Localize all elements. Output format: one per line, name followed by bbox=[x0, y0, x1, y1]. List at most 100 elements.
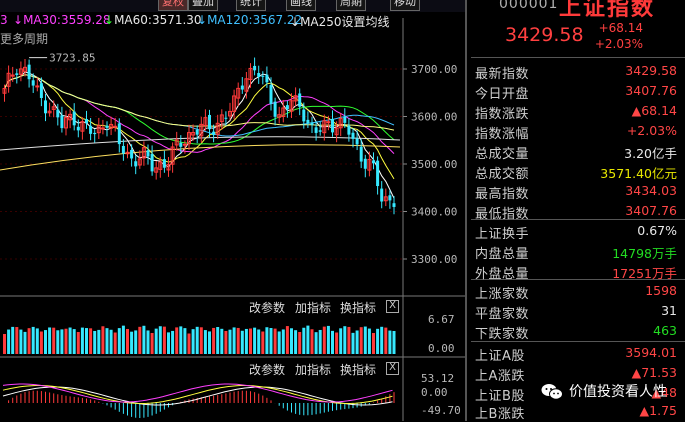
candle-body bbox=[244, 78, 249, 92]
quote-row: 指数涨幅 +2.03% bbox=[475, 121, 677, 142]
candle-body bbox=[100, 127, 105, 130]
quote-row-label: 今日开盘 bbox=[475, 87, 530, 102]
volume-bar bbox=[23, 331, 27, 354]
volume-bar bbox=[277, 331, 281, 354]
volume-bar bbox=[171, 330, 175, 354]
candle-body bbox=[64, 117, 68, 129]
quote-row-label: 最新指数 bbox=[475, 67, 530, 82]
period-selector[interactable]: 更多周期 bbox=[0, 32, 49, 46]
volume-bar bbox=[290, 328, 293, 354]
moving-average-line bbox=[0, 144, 401, 171]
macd-close-icon[interactable]: X bbox=[386, 362, 399, 375]
candle-body bbox=[343, 116, 347, 123]
candle-body bbox=[158, 161, 163, 170]
vol-switch-indicator-button[interactable]: 换指标 bbox=[340, 301, 377, 315]
y-tick-label: 6.67 bbox=[428, 313, 455, 326]
volume-bar bbox=[273, 328, 277, 354]
vol-add-indicator-button[interactable]: 加指标 bbox=[295, 301, 332, 315]
candle-body bbox=[191, 132, 196, 136]
toolbar-button-period[interactable]: 周期 bbox=[336, 0, 366, 11]
ma-settings-link[interactable]: 设置均线 bbox=[341, 15, 390, 29]
volume-bar bbox=[265, 327, 269, 354]
moving-average-line bbox=[4, 71, 395, 199]
quote-row-value: 3594.01 bbox=[625, 345, 677, 360]
divider bbox=[471, 341, 685, 342]
macd-switch-indicator-button[interactable]: 换指标 bbox=[340, 363, 377, 377]
quote-row-value: 3.20亿手 bbox=[624, 146, 677, 161]
toolbar-button-rights[interactable]: 复权 bbox=[158, 0, 188, 11]
candle-body bbox=[289, 100, 294, 112]
candle-body bbox=[376, 160, 380, 187]
candle-body bbox=[72, 111, 76, 126]
price-change-pct: +2.03% bbox=[594, 37, 643, 51]
toolbar-button-draw[interactable]: 画线 bbox=[286, 0, 316, 11]
watermark: 价值投资看人性 bbox=[541, 381, 667, 405]
macd-line bbox=[2, 386, 393, 406]
candle-body bbox=[285, 105, 289, 110]
legend-ma60-text: MA60:3571.30 bbox=[114, 13, 202, 27]
candle-body bbox=[134, 161, 138, 167]
quote-row-value: +2.03% bbox=[626, 123, 677, 138]
quote-row: 外盘总量 17251万手 bbox=[475, 261, 677, 282]
quote-row-label: 上证换手 bbox=[475, 227, 530, 242]
macd-add-indicator-button[interactable]: 加指标 bbox=[295, 363, 332, 377]
quote-row: 总成交量 3.20亿手 bbox=[475, 141, 677, 162]
chart-toolbar: 复权 叠加 统计 画线 周期 移动 bbox=[0, 0, 465, 12]
volume-bar bbox=[224, 330, 228, 354]
volume-bar bbox=[355, 330, 359, 354]
current-price: 3429.58 bbox=[505, 24, 584, 46]
volume-bar bbox=[113, 332, 117, 354]
volume-bar bbox=[126, 328, 129, 354]
volume-bar bbox=[331, 330, 334, 354]
vol-close-icon[interactable]: X bbox=[386, 300, 399, 313]
candle-body bbox=[351, 132, 355, 139]
toolbar-button-stats[interactable]: 统计 bbox=[236, 0, 266, 11]
macd-line bbox=[2, 383, 393, 403]
toolbar-button-move[interactable]: 移动 bbox=[390, 0, 420, 11]
toolbar-button-overlay[interactable]: 叠加 bbox=[188, 0, 218, 11]
volume-bar bbox=[39, 331, 43, 354]
candle-body bbox=[367, 158, 372, 171]
divider bbox=[471, 219, 685, 220]
candle-body bbox=[125, 151, 130, 155]
quote-row-value: 31 bbox=[661, 303, 677, 318]
divider bbox=[471, 279, 685, 280]
macd-param-button[interactable]: 改参数 bbox=[249, 363, 286, 377]
candle-body bbox=[347, 125, 351, 135]
candle-body bbox=[334, 127, 339, 136]
quote-row-value: 3407.76 bbox=[625, 203, 677, 218]
candle-body bbox=[203, 117, 208, 126]
vol-param-button[interactable]: 改参数 bbox=[249, 301, 286, 315]
volume-bar bbox=[335, 332, 339, 354]
legend-ma120-text: MA120:3567.22 bbox=[207, 13, 303, 27]
candle-body bbox=[15, 73, 19, 75]
volume-bar bbox=[326, 325, 330, 354]
candle-body bbox=[113, 125, 118, 128]
candle-body bbox=[392, 203, 396, 207]
price-chart[interactable]: 3700.00 3600.00 3500.00 3400.00 3300.00 3723.… bbox=[0, 0, 465, 297]
moving-average-line bbox=[4, 74, 395, 131]
candle-body bbox=[355, 138, 359, 145]
volume-bar bbox=[359, 327, 363, 354]
y-tick-label: 3600.00 bbox=[411, 111, 457, 124]
candle-body bbox=[281, 107, 286, 118]
candle-body bbox=[68, 113, 73, 121]
candle-body bbox=[269, 85, 273, 105]
volume-bar bbox=[269, 328, 273, 354]
quote-row-value: 3429.58 bbox=[625, 63, 677, 78]
volume-bar bbox=[183, 328, 187, 354]
candle-body bbox=[277, 114, 282, 118]
candle-body bbox=[240, 85, 244, 90]
volume-bar bbox=[384, 327, 388, 354]
quote-row: 上B涨跌 ▲1.75 bbox=[475, 401, 677, 422]
quote-row-value: 0.67% bbox=[637, 223, 677, 238]
quote-row-label: 上证A股 bbox=[475, 349, 525, 364]
moving-average-line bbox=[4, 74, 395, 180]
y-tick-label: 0.00 bbox=[421, 386, 448, 399]
quote-row: 下跌家数 463 bbox=[475, 321, 677, 342]
volume-bar bbox=[80, 327, 84, 354]
volume-bar bbox=[257, 329, 261, 354]
arrow-down-icon: ↓ bbox=[197, 13, 208, 27]
candle-body bbox=[2, 87, 7, 94]
volume-bar bbox=[392, 330, 396, 354]
